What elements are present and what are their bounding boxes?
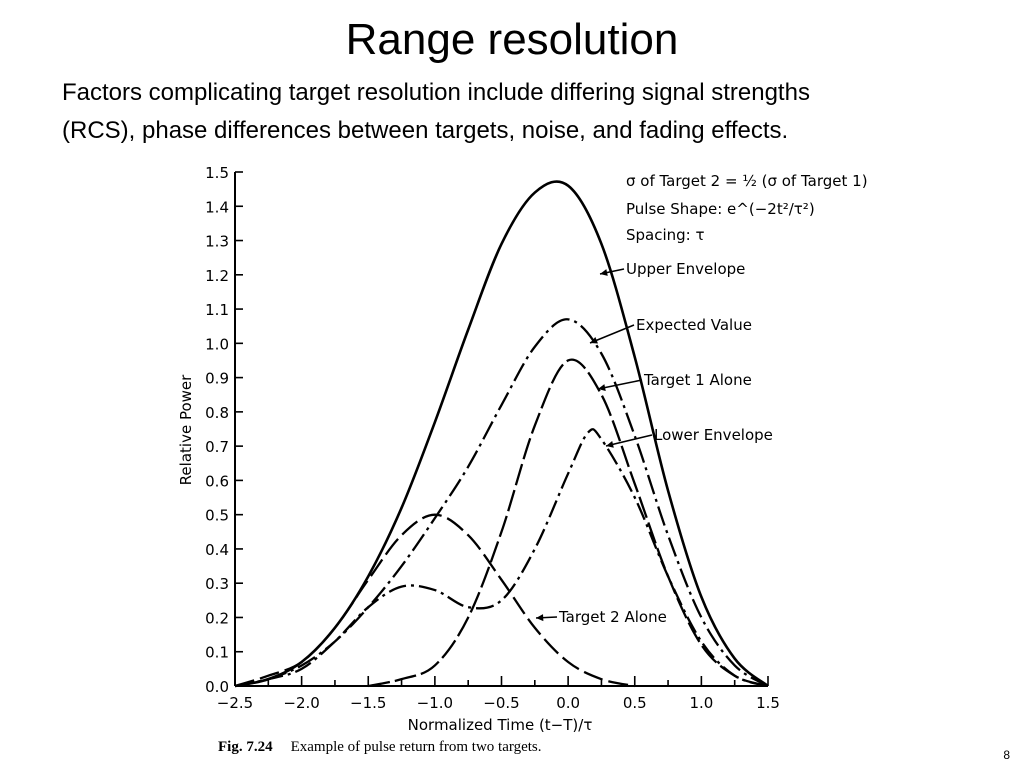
page-number: 8 bbox=[1003, 748, 1010, 762]
arrowhead bbox=[590, 337, 598, 344]
arrowhead bbox=[600, 269, 608, 276]
leader-arrow bbox=[589, 324, 635, 344]
x-tick-label: 1.0 bbox=[689, 694, 713, 712]
note-sigma: σ of Target 2 = ½ (σ of Target 1) bbox=[626, 172, 868, 190]
x-tick-label: −1.5 bbox=[350, 694, 386, 712]
series-line-lower-envelope bbox=[234, 428, 769, 688]
x-tick-label: −0.5 bbox=[483, 694, 519, 712]
arrowhead bbox=[536, 614, 544, 622]
y-tick-label: 0.9 bbox=[205, 370, 229, 388]
x-tick-label: 0.5 bbox=[623, 694, 647, 712]
y-tick-label: 0.8 bbox=[205, 404, 229, 422]
figure-caption: Fig. 7.24 Example of pulse return from tw… bbox=[218, 739, 542, 756]
y-axis-label: Relative Power bbox=[177, 374, 195, 485]
y-tick-label: 0.5 bbox=[205, 507, 229, 525]
arrowhead bbox=[606, 440, 614, 448]
x-tick-label: −2.5 bbox=[217, 694, 253, 712]
y-tick-label: 0.7 bbox=[205, 438, 229, 456]
y-tick-label: 1.3 bbox=[205, 233, 229, 251]
slide-body-text: Factors complicating target resolution i… bbox=[62, 74, 982, 150]
chart-axes: −2.5 −2.0 −1.5 −1.0 −0.5 0.0 0.5 1.0 1.5 0.0 0.1 0.… bbox=[177, 164, 780, 734]
figure-number: Fig. 7.24 bbox=[218, 739, 273, 755]
arrowhead bbox=[598, 384, 606, 391]
chart-annotations: σ of Target 2 = ½ (σ of Target 1) Pulse S… bbox=[535, 172, 868, 626]
y-tick-label: 0.0 bbox=[205, 678, 229, 696]
leader-arrow bbox=[597, 379, 643, 390]
y-tick-label: 0.1 bbox=[205, 644, 229, 662]
body-line-1: Factors complicating target resolution i… bbox=[62, 79, 810, 106]
legend-label: Target 1 Alone bbox=[643, 371, 752, 389]
y-tick-label: 1.2 bbox=[205, 267, 229, 285]
legend-label: Expected Value bbox=[636, 316, 752, 334]
x-axis-label: Normalized Time (t−T)/τ bbox=[408, 716, 593, 734]
body-line-2: (RCS), phase differences between targets… bbox=[62, 117, 789, 144]
y-tick-label: 0.6 bbox=[205, 472, 229, 490]
chart-series bbox=[234, 180, 769, 688]
y-tick-label: 1.4 bbox=[205, 198, 229, 216]
x-tick-label: 0.0 bbox=[556, 694, 580, 712]
legend-label: Target 2 Alone bbox=[558, 608, 667, 626]
leader-arrow bbox=[605, 434, 653, 447]
slide-title: Range resolution bbox=[345, 15, 679, 64]
caption-text: Example of pulse return from two targets… bbox=[290, 739, 542, 755]
note-spacing: Spacing: τ bbox=[626, 226, 705, 244]
y-tick-label: 1.1 bbox=[205, 301, 229, 319]
y-tick-label: 0.2 bbox=[205, 609, 229, 627]
x-tick-label: 1.5 bbox=[756, 694, 780, 712]
series-line-target-1-alone bbox=[368, 358, 769, 688]
note-pulse-shape: Pulse Shape: e^(−2t²/τ²) bbox=[626, 200, 815, 218]
x-tick-label: −2.0 bbox=[283, 694, 319, 712]
y-tick-label: 0.3 bbox=[205, 575, 229, 593]
y-tick-label: 1.0 bbox=[205, 335, 229, 353]
legend-label: Upper Envelope bbox=[626, 260, 745, 278]
series-line-target-2-alone bbox=[234, 513, 635, 688]
y-tick-label: 1.5 bbox=[205, 164, 229, 182]
legend-label: Lower Envelope bbox=[654, 426, 773, 444]
x-tick-label: −1.0 bbox=[417, 694, 453, 712]
y-tick-label: 0.4 bbox=[205, 541, 229, 559]
